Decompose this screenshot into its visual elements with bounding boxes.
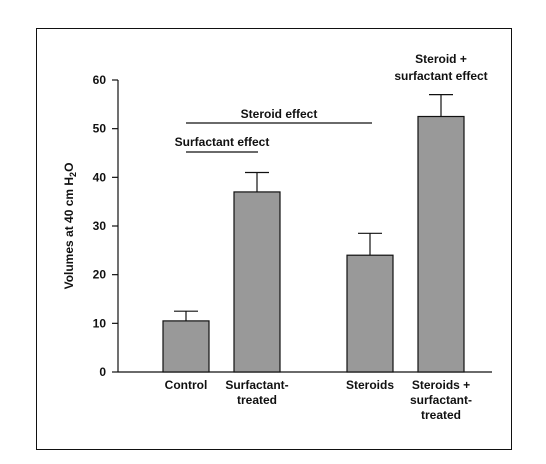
category-label: surfactant- xyxy=(410,393,472,407)
steroid-effect-label: Steroid effect xyxy=(241,107,318,121)
category-label: Surfactant- xyxy=(225,378,288,392)
y-ticks: 0 10 20 30 40 50 60 xyxy=(93,73,118,379)
combined-effect-label-line2: surfactant effect xyxy=(394,69,487,83)
y-tick-label: 40 xyxy=(93,170,107,184)
category-label: Control xyxy=(165,378,208,392)
category-label: Steroids + xyxy=(412,378,470,392)
y-tick-label: 50 xyxy=(93,122,107,136)
bars xyxy=(162,115,465,373)
surfactant-effect-label: Surfactant effect xyxy=(175,135,270,149)
y-tick-label: 30 xyxy=(93,219,107,233)
bar xyxy=(346,254,394,373)
y-tick-label: 20 xyxy=(93,268,107,282)
category-label: Steroids xyxy=(346,378,394,392)
y-axis-label: Volumes at 40 cm H2O xyxy=(62,163,78,290)
y-tick-label: 10 xyxy=(93,316,107,330)
combined-effect-label-line1: Steroid + xyxy=(415,52,467,66)
category-label: treated xyxy=(421,408,461,422)
y-tick-label: 0 xyxy=(99,365,106,379)
y-axis-label-subscript: 2 xyxy=(68,172,78,177)
category-labels: Control Surfactant-treated Steroids Steroid… xyxy=(165,378,472,422)
bar xyxy=(233,191,281,373)
y-tick-label: 60 xyxy=(93,73,107,87)
bar xyxy=(417,115,465,373)
y-axis-label-suffix: O xyxy=(62,163,76,172)
bar xyxy=(162,320,210,373)
error-bars xyxy=(174,93,453,321)
category-label: treated xyxy=(237,393,277,407)
